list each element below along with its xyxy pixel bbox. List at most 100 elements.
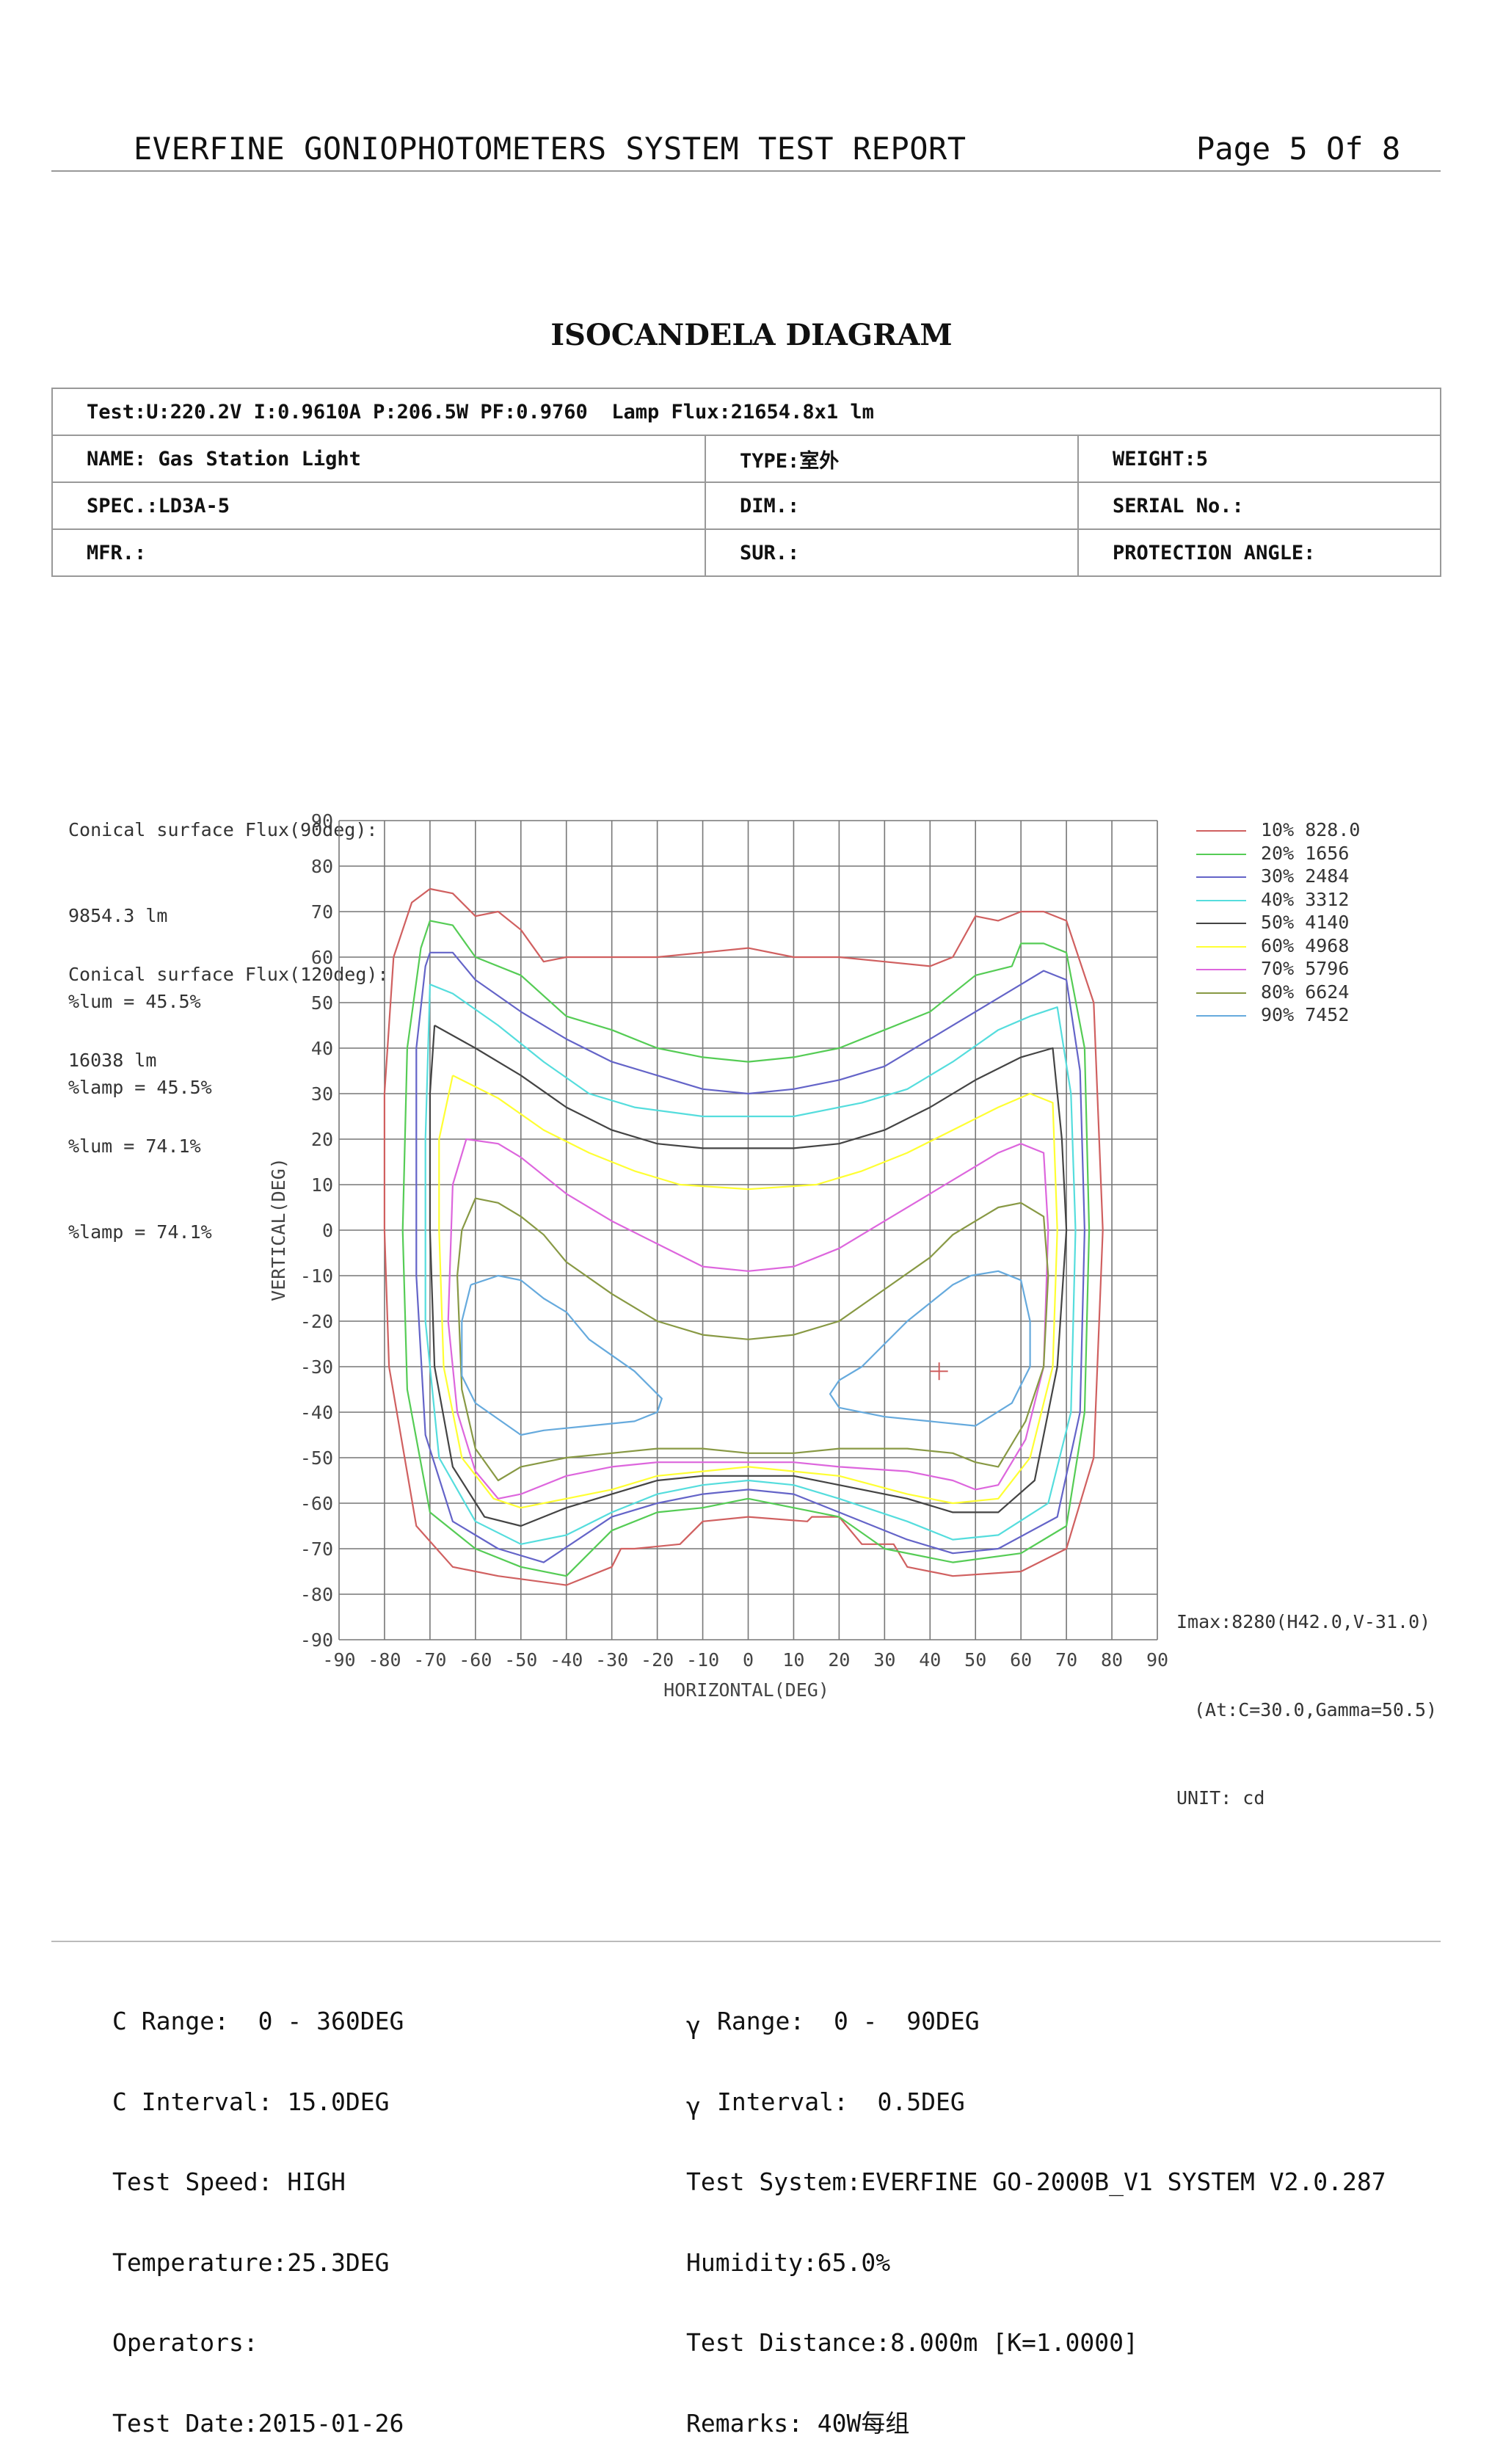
imax-position: (At:C=30.0,Gamma=50.5) xyxy=(1194,1699,1438,1720)
y-tick-label: 70 xyxy=(311,901,333,923)
gamma-range-text: Range: 0 - 90DEG xyxy=(717,2007,980,2035)
y-axis-label: VERTICAL(DEG) xyxy=(268,1158,289,1301)
conical-120-lamp: %lamp = 74.1% xyxy=(68,1221,212,1243)
temperature: Temperature:25.3DEG xyxy=(112,2247,390,2277)
legend-swatch xyxy=(1196,945,1246,948)
test-parameters: Test:U:220.2V I:0.9610A P:206.5W PF:0.97… xyxy=(51,388,1441,436)
operators: Operators: xyxy=(112,2328,258,2357)
footer-divider xyxy=(51,1941,1441,1942)
gamma-range: γ Range: 0 - 90DEG xyxy=(686,2007,1386,2038)
x-tick-label: -70 xyxy=(413,1649,446,1671)
x-tick-label: 0 xyxy=(743,1649,754,1671)
spec-cell: SPEC.:LD3A-5 xyxy=(51,481,706,530)
isoline-30pct xyxy=(415,951,1085,1563)
y-tick-label: -20 xyxy=(300,1311,333,1332)
report-title: EVERFINE GONIOPHOTOMETERS SYSTEM TEST RE… xyxy=(134,131,967,167)
gamma-symbol: γ xyxy=(686,2011,701,2040)
legend-swatch xyxy=(1196,853,1246,855)
y-tick-label: 20 xyxy=(311,1129,333,1150)
x-tick-label: 10 xyxy=(782,1649,804,1671)
chart-grid xyxy=(338,820,1158,1640)
x-tick-label: 90 xyxy=(1146,1649,1168,1671)
test-speed: Test Speed: HIGH xyxy=(112,2167,346,2196)
y-tick-label: 30 xyxy=(311,1083,333,1105)
test-date: Test Date:2015-01-26 xyxy=(112,2408,404,2438)
chart-ticks: -90 -80 -70 -60 -50 -40 -30 -20 -10 0 10 20 30 40 50 60… xyxy=(300,810,1168,1671)
mfr-cell: MFR.: xyxy=(51,528,706,577)
isoline-90pct xyxy=(461,1274,663,1436)
isoline-20pct xyxy=(401,920,1091,1577)
conical-flux-120: Conical surface Flux(120deg): 16038 lm %… xyxy=(68,903,389,1275)
y-tick-label: 10 xyxy=(311,1174,333,1196)
isoline-80pct xyxy=(456,1197,1049,1482)
y-tick-label: -60 xyxy=(300,1493,333,1514)
page-indicator: Page 5 Of 8 xyxy=(1196,131,1401,167)
isoline-60pct xyxy=(438,1075,1058,1509)
y-tick-label: 90 xyxy=(311,810,333,832)
y-tick-label: -70 xyxy=(300,1538,333,1560)
y-tick-label: -10 xyxy=(300,1265,333,1287)
imax-info: Imax:8280(H42.0,V-31.0) (At:C=30.0,Gamma… xyxy=(1176,1549,1437,1842)
legend-label: 80% 6624 xyxy=(1261,981,1350,1003)
y-tick-label: -30 xyxy=(300,1356,333,1378)
x-tick-label: 40 xyxy=(919,1649,941,1671)
type-cell: TYPE:室外 xyxy=(705,435,1079,483)
y-tick-label: 50 xyxy=(311,992,333,1014)
legend-label: 50% 4140 xyxy=(1261,912,1350,933)
legend-label: 40% 3312 xyxy=(1261,888,1350,910)
y-tick-label: -90 xyxy=(300,1629,333,1651)
isoline-70pct xyxy=(447,1138,1049,1500)
name-cell: NAME: Gas Station Light xyxy=(51,435,706,483)
isocandela-chart: -90 -80 -70 -60 -50 -40 -30 -20 -10 0 10 20 30 40 50 60… xyxy=(268,810,1168,1701)
gamma-symbol: γ xyxy=(686,2091,701,2120)
y-tick-label: 60 xyxy=(311,947,333,968)
gamma-interval-text: Interval: 0.5DEG xyxy=(717,2087,965,2116)
isoline-40pct xyxy=(424,984,1077,1545)
legend-swatch xyxy=(1196,830,1246,832)
x-tick-label: 60 xyxy=(1010,1649,1032,1671)
legend-swatch xyxy=(1196,992,1246,994)
legend-label: 90% 7452 xyxy=(1261,1004,1350,1025)
conical-90-lamp: %lamp = 45.5% xyxy=(68,1077,212,1098)
y-tick-label: 40 xyxy=(311,1038,333,1059)
footer-left: C Range: 0 - 360DEG C Interval: 15.0DEG … xyxy=(112,1955,404,2464)
humidity: Humidity:65.0% xyxy=(686,2247,891,2277)
y-tick-label: -40 xyxy=(300,1402,333,1423)
legend-label: 30% 2484 xyxy=(1261,865,1350,887)
legend-swatch xyxy=(1196,899,1246,901)
x-axis-label: HORIZONTAL(DEG) xyxy=(663,1679,829,1701)
footer-right: γ Range: 0 - 90DEG γ Interval: 0.5DEG Test… xyxy=(686,1955,1386,2464)
conical-120-label: Conical surface Flux(120deg): xyxy=(68,964,389,985)
x-tick-label: 20 xyxy=(828,1649,850,1671)
test-distance: Test Distance:8.000m [K=1.0000] xyxy=(686,2328,1138,2357)
protection-angle-cell: PROTECTION ANGLE: xyxy=(1077,528,1441,577)
x-tick-label: 50 xyxy=(964,1649,986,1671)
legend-label: 10% 828.0 xyxy=(1261,819,1361,840)
x-tick-label: -90 xyxy=(322,1649,355,1671)
x-tick-label: -80 xyxy=(368,1649,401,1671)
c-range: C Range: 0 - 360DEG xyxy=(112,2007,404,2035)
x-tick-label: -40 xyxy=(550,1649,583,1671)
dim-cell: DIM.: xyxy=(705,481,1079,530)
c-interval: C Interval: 15.0DEG xyxy=(112,2087,390,2116)
isoline-50pct xyxy=(429,1025,1068,1527)
conical-90-lum: %lum = 45.5% xyxy=(68,991,201,1012)
legend-swatch xyxy=(1196,876,1246,878)
header-divider xyxy=(51,170,1441,172)
gamma-interval: γ Interval: 0.5DEG xyxy=(686,2087,1386,2119)
legend-label: 70% 5796 xyxy=(1261,958,1350,979)
remarks: Remarks: 40W每组 xyxy=(686,2408,910,2438)
chart-curves xyxy=(383,887,1104,1586)
conical-90-label: Conical surface Flux(90deg): xyxy=(68,819,378,840)
imax-value: Imax:8280(H42.0,V-31.0) xyxy=(1176,1611,1431,1632)
isoline-90pct xyxy=(829,1270,1031,1427)
diagram-title: ISOCANDELA DIAGRAM xyxy=(550,318,953,352)
x-tick-label: -10 xyxy=(686,1649,719,1671)
y-tick-label: -80 xyxy=(300,1584,333,1605)
conical-120-flux: 16038 lm xyxy=(68,1050,157,1071)
legend-swatch xyxy=(1196,1015,1246,1017)
legend-label: 20% 1656 xyxy=(1261,842,1350,864)
y-tick-label: 80 xyxy=(311,856,333,877)
weight-cell: WEIGHT:5 xyxy=(1077,435,1441,483)
serial-cell: SERIAL No.: xyxy=(1077,481,1441,530)
